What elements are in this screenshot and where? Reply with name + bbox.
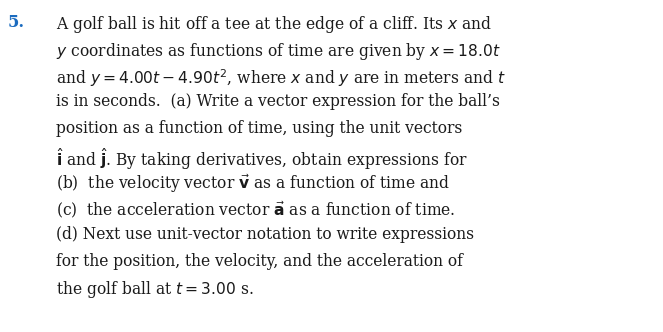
Text: for the position, the velocity, and the acceleration of: for the position, the velocity, and the … — [56, 253, 463, 270]
Text: (d) Next use unit-vector notation to write expressions: (d) Next use unit-vector notation to wri… — [56, 226, 474, 243]
Text: $y$ coordinates as functions of time are given by $x = 18.0t$: $y$ coordinates as functions of time are… — [56, 41, 501, 61]
Text: (c)  the acceleration vector $\vec{\mathbf{a}}$ as a function of time.: (c) the acceleration vector $\vec{\mathb… — [56, 200, 455, 220]
Text: A golf ball is hit off a tee at the edge of a cliff. Its $x$ and: A golf ball is hit off a tee at the edge… — [56, 14, 493, 35]
Text: 5.: 5. — [8, 14, 25, 31]
Text: $\hat{\mathbf{i}}$ and $\hat{\mathbf{j}}$. By taking derivatives, obtain express: $\hat{\mathbf{i}}$ and $\hat{\mathbf{j}}… — [56, 146, 468, 172]
Text: position as a function of time, using the unit vectors: position as a function of time, using th… — [56, 120, 462, 137]
Text: the golf ball at $t = 3.00$ s.: the golf ball at $t = 3.00$ s. — [56, 279, 253, 300]
Text: is in seconds.  (a) Write a vector expression for the ball’s: is in seconds. (a) Write a vector expres… — [56, 94, 500, 111]
Text: and $y = 4.00t - 4.90t^2$, where $x$ and $y$ are in meters and $t$: and $y = 4.00t - 4.90t^2$, where $x$ and… — [56, 67, 506, 89]
Text: (b)  the velocity vector $\vec{\mathbf{v}}$ as a function of time and: (b) the velocity vector $\vec{\mathbf{v}… — [56, 173, 450, 195]
